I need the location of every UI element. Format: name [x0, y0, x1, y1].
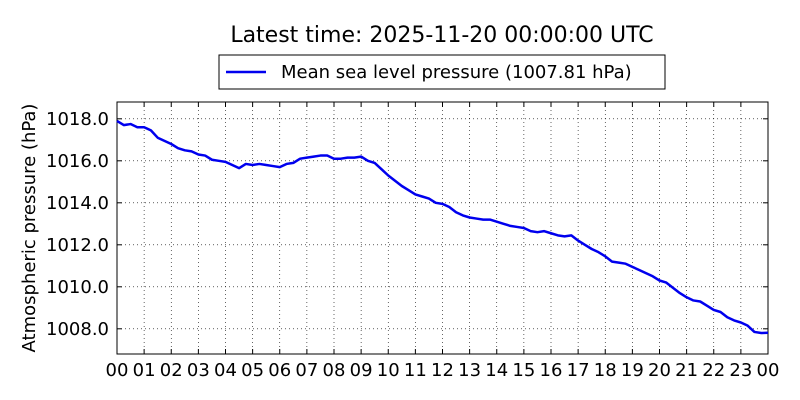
- x-tick-label: 08: [323, 360, 346, 381]
- x-tick-label: 00: [106, 360, 129, 381]
- x-tick-label: 09: [350, 360, 373, 381]
- x-tick-label: 04: [214, 360, 237, 381]
- plot-frame: [116, 101, 769, 355]
- x-tick-label: 18: [594, 360, 617, 381]
- y-axis-label: Atmospheric pressure (hPa): [19, 104, 40, 353]
- y-tick-label: 1012.0: [46, 235, 109, 256]
- legend-label: Mean sea level pressure (1007.81 hPa): [281, 62, 632, 83]
- y-tick-label: 1014.0: [46, 193, 109, 214]
- legend: Mean sea level pressure (1007.81 hPa): [218, 54, 666, 90]
- x-tick-label: 02: [160, 360, 183, 381]
- x-tick-label: 13: [458, 360, 481, 381]
- x-tick-label: 10: [377, 360, 400, 381]
- axis-ticks: [116, 102, 769, 354]
- x-tick-label: 11: [404, 360, 427, 381]
- x-tick-label: 07: [295, 360, 318, 381]
- x-tick-label: 17: [567, 360, 590, 381]
- x-tick-label: 20: [648, 360, 671, 381]
- x-tick-label: 22: [702, 360, 725, 381]
- chart-title: Latest time: 2025-11-20 00:00:00 UTC: [230, 23, 653, 48]
- x-tick-label: 12: [431, 360, 454, 381]
- pressure-series-line: [116, 119, 769, 335]
- y-tick-label: 1018.0: [46, 109, 109, 130]
- x-tick-label: 19: [621, 360, 644, 381]
- x-tick-label: 14: [485, 360, 508, 381]
- y-tick-label: 1016.0: [46, 151, 109, 172]
- x-tick-label: 15: [512, 360, 535, 381]
- x-tick-label: 06: [268, 360, 291, 381]
- y-tick-label: 1010.0: [46, 277, 109, 298]
- x-tick-label: 23: [729, 360, 752, 381]
- legend-box: [218, 54, 666, 90]
- y-tick-label: 1008.0: [46, 319, 109, 340]
- grid: [116, 102, 769, 354]
- x-tick-label: 01: [133, 360, 156, 381]
- x-tick-label: 00: [757, 360, 780, 381]
- x-tick-label: 05: [241, 360, 264, 381]
- tick-labels: 00 01 02 03 04 05 06 07 08 09 10 11 12 13 14 15 16 17 18 19…: [46, 109, 779, 381]
- x-tick-label: 21: [675, 360, 698, 381]
- series-layer: [116, 119, 769, 335]
- x-tick-label: 16: [540, 360, 563, 381]
- x-tick-label: 03: [187, 360, 210, 381]
